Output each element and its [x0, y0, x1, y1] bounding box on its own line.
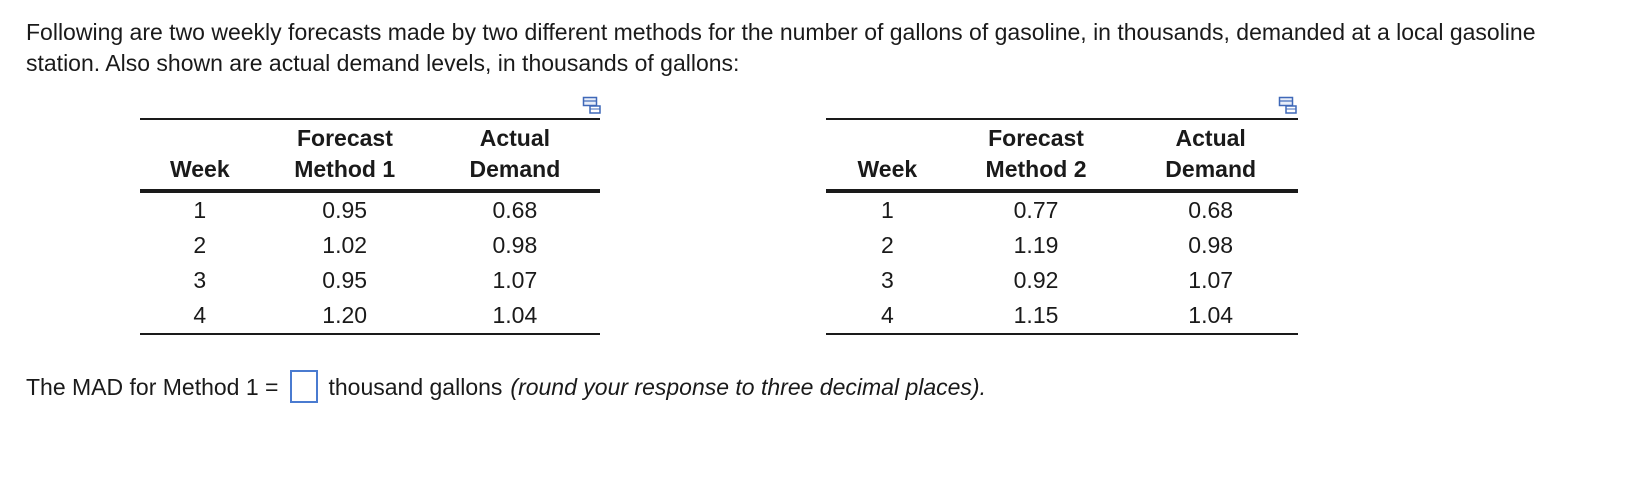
actual-cell: 1.04 — [492, 302, 538, 328]
header-actual-top: Actual — [1175, 125, 1246, 151]
week-cell: 4 — [880, 302, 894, 328]
table-row: 1 0.95 0.68 — [140, 191, 600, 228]
question-prefix: The MAD for Method 1 = — [26, 373, 279, 400]
header-actual-bottom: Demand — [469, 156, 561, 182]
week-cell: 1 — [193, 197, 207, 223]
table-row: 2 1.19 0.98 — [826, 228, 1298, 263]
forecast-cell: 1.19 — [1013, 232, 1059, 258]
header-week: Week — [169, 156, 230, 182]
header-week: Week — [857, 156, 918, 182]
header-actual-bottom: Demand — [1165, 156, 1257, 182]
actual-cell: 1.07 — [1188, 267, 1234, 293]
header-forecast-bottom: Method 1 — [294, 156, 396, 182]
table-row: 4 1.20 1.04 — [140, 298, 600, 334]
actual-cell: 0.68 — [492, 197, 538, 223]
forecast-cell: 1.02 — [322, 232, 368, 258]
actual-cell: 0.68 — [1188, 197, 1234, 223]
forecast-table-method-2: Forecast Actual Week Method 2 Demand 1 0… — [826, 118, 1298, 335]
table-row: 3 0.95 1.07 — [140, 263, 600, 298]
week-cell: 3 — [880, 267, 894, 293]
header-forecast-top: Forecast — [297, 125, 393, 151]
copy-table-icon[interactable] — [582, 96, 602, 116]
forecast-cell: 0.77 — [1013, 197, 1059, 223]
table-row: 2 1.02 0.98 — [140, 228, 600, 263]
forecast-cell: 0.95 — [322, 197, 368, 223]
week-cell: 4 — [193, 302, 207, 328]
header-actual-top: Actual — [479, 125, 551, 151]
week-cell: 2 — [193, 232, 207, 258]
mad-question: The MAD for Method 1 = thousand gallons … — [26, 370, 986, 403]
week-cell: 3 — [193, 267, 207, 293]
question-suffix: thousand gallons — [328, 373, 503, 400]
actual-cell: 1.04 — [1188, 302, 1234, 328]
header-forecast-top: Forecast — [988, 125, 1084, 151]
week-cell: 2 — [880, 232, 894, 258]
table-row: 4 1.15 1.04 — [826, 298, 1298, 334]
forecast-cell: 1.20 — [322, 302, 368, 328]
table-row: 3 0.92 1.07 — [826, 263, 1298, 298]
header-forecast-bottom: Method 2 — [985, 156, 1087, 182]
actual-cell: 0.98 — [492, 232, 538, 258]
forecast-table-method-1: Forecast Actual Week Method 1 Demand 1 0… — [140, 118, 600, 335]
mad-answer-input[interactable] — [290, 370, 319, 403]
rounding-hint: (round your response to three decimal pl… — [510, 373, 986, 400]
problem-intro: Following are two weekly forecasts made … — [26, 19, 1536, 76]
forecast-cell: 1.15 — [1013, 302, 1059, 328]
week-cell: 1 — [880, 197, 894, 223]
table-row: 1 0.77 0.68 — [826, 191, 1298, 228]
actual-cell: 0.98 — [1188, 232, 1234, 258]
forecast-cell: 0.92 — [1013, 267, 1059, 293]
forecast-cell: 0.95 — [322, 267, 368, 293]
actual-cell: 1.07 — [492, 267, 538, 293]
copy-table-icon[interactable] — [1278, 96, 1298, 116]
